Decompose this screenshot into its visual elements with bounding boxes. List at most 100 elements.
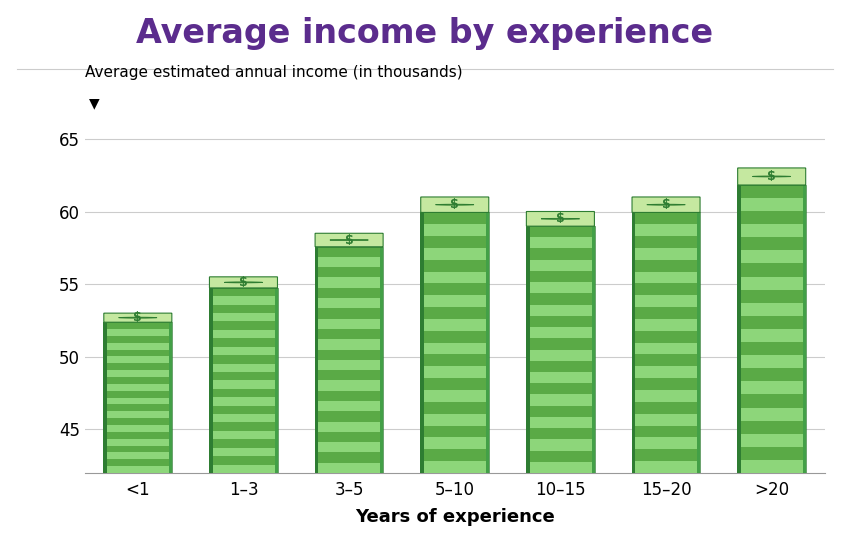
- Bar: [526, 394, 595, 406]
- Bar: [737, 250, 806, 263]
- Bar: [632, 319, 700, 331]
- Bar: [314, 432, 383, 442]
- Bar: [314, 339, 383, 349]
- Bar: [421, 390, 489, 402]
- Bar: [632, 272, 700, 283]
- Text: ▼: ▼: [89, 96, 100, 110]
- Bar: [421, 426, 489, 437]
- Bar: [632, 331, 700, 343]
- Bar: [209, 414, 278, 422]
- Bar: [104, 343, 173, 349]
- FancyBboxPatch shape: [421, 197, 489, 212]
- Bar: [632, 343, 700, 355]
- Bar: [737, 434, 806, 447]
- Bar: [104, 329, 173, 336]
- Bar: [526, 327, 595, 338]
- Bar: [737, 355, 806, 368]
- Bar: [209, 406, 278, 414]
- Bar: [632, 307, 700, 319]
- Bar: [209, 372, 278, 381]
- Bar: [526, 226, 595, 473]
- Bar: [421, 307, 489, 319]
- Bar: [314, 329, 383, 339]
- Bar: [169, 322, 173, 473]
- Bar: [104, 336, 173, 343]
- Bar: [314, 390, 383, 401]
- Bar: [632, 378, 700, 390]
- Ellipse shape: [119, 317, 157, 318]
- Bar: [526, 349, 595, 361]
- Bar: [421, 248, 489, 260]
- Bar: [526, 271, 595, 282]
- Bar: [209, 397, 278, 406]
- Bar: [209, 321, 278, 330]
- Bar: [314, 401, 383, 411]
- Bar: [314, 453, 383, 463]
- X-axis label: Years of experience: Years of experience: [355, 508, 554, 526]
- Bar: [314, 463, 383, 473]
- Bar: [209, 456, 278, 465]
- Bar: [697, 212, 700, 473]
- Bar: [526, 282, 595, 293]
- Bar: [526, 316, 595, 327]
- Bar: [421, 272, 489, 283]
- Bar: [526, 406, 595, 417]
- Bar: [314, 267, 383, 277]
- Bar: [632, 390, 700, 402]
- Bar: [314, 421, 383, 432]
- Bar: [421, 366, 489, 378]
- Bar: [104, 384, 173, 390]
- Bar: [737, 237, 806, 250]
- FancyBboxPatch shape: [209, 277, 277, 288]
- Bar: [421, 283, 489, 295]
- Bar: [632, 414, 700, 426]
- Bar: [421, 212, 424, 473]
- Bar: [104, 453, 173, 459]
- Bar: [632, 236, 700, 248]
- Bar: [632, 212, 700, 224]
- Bar: [421, 212, 489, 224]
- Bar: [421, 224, 489, 236]
- Bar: [421, 355, 489, 366]
- Bar: [526, 249, 595, 260]
- Bar: [209, 330, 278, 338]
- Bar: [632, 260, 700, 272]
- Bar: [104, 411, 173, 418]
- Bar: [104, 466, 173, 473]
- Bar: [209, 448, 278, 456]
- Bar: [314, 442, 383, 453]
- Bar: [737, 290, 806, 303]
- Bar: [632, 437, 700, 449]
- Bar: [737, 408, 806, 421]
- Bar: [526, 361, 595, 372]
- Bar: [209, 288, 278, 473]
- Bar: [803, 185, 806, 473]
- Bar: [104, 418, 173, 425]
- Bar: [421, 295, 489, 307]
- Bar: [314, 246, 319, 473]
- FancyBboxPatch shape: [104, 313, 172, 322]
- Bar: [526, 293, 595, 305]
- Bar: [737, 224, 806, 237]
- Bar: [275, 288, 278, 473]
- Ellipse shape: [541, 218, 580, 219]
- Bar: [421, 212, 489, 473]
- Bar: [632, 295, 700, 307]
- Bar: [486, 212, 489, 473]
- Bar: [314, 381, 383, 390]
- Bar: [421, 260, 489, 272]
- Bar: [104, 398, 173, 404]
- Bar: [737, 394, 806, 408]
- Bar: [421, 319, 489, 331]
- Bar: [737, 342, 806, 355]
- Bar: [104, 459, 173, 466]
- Bar: [421, 378, 489, 390]
- Bar: [737, 316, 806, 329]
- Bar: [421, 461, 489, 473]
- Bar: [737, 277, 806, 290]
- Bar: [632, 212, 636, 473]
- Bar: [209, 381, 278, 389]
- Bar: [526, 372, 595, 383]
- Ellipse shape: [224, 282, 263, 283]
- Bar: [526, 383, 595, 394]
